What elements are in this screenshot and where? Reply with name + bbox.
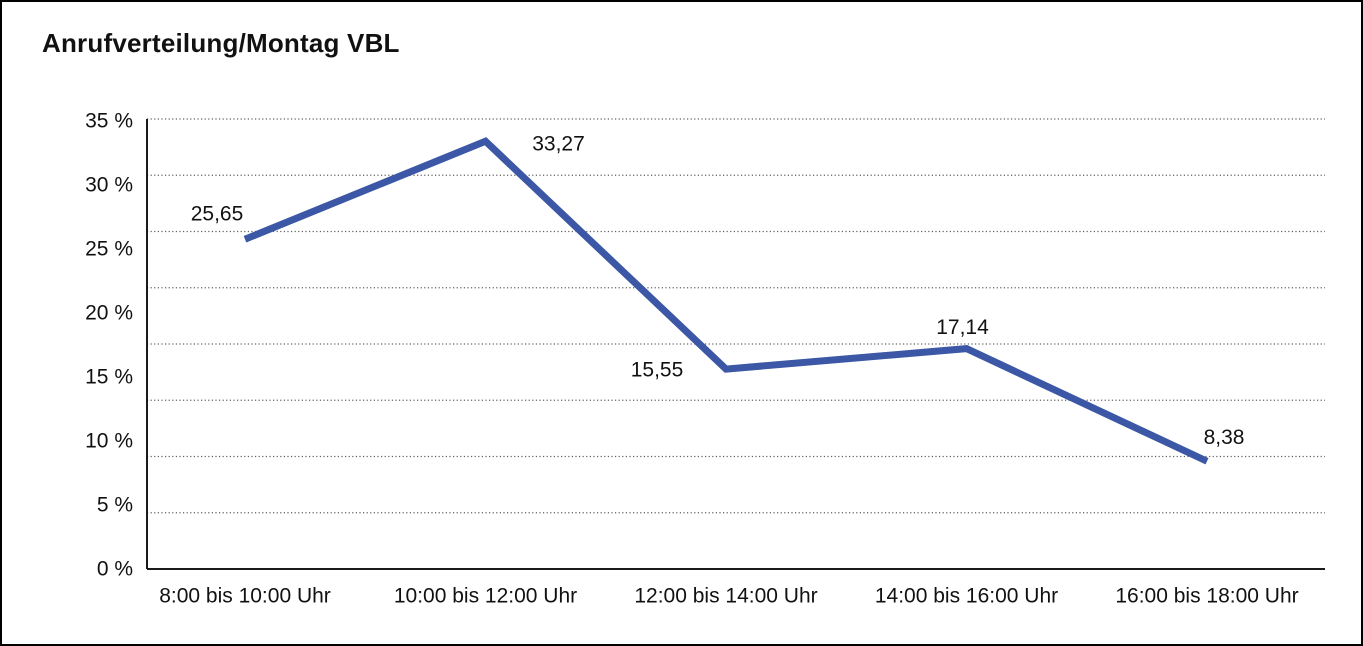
y-tick-label: 35 % [85,110,133,133]
y-tick-label: 30 % [85,174,133,197]
y-tick-label: 10 % [85,430,133,453]
y-tick-label: 25 % [85,238,133,261]
data-point-label: 25,65 [191,203,244,226]
chart-title: Anrufverteilung/Montag VBL [42,28,400,58]
x-tick-label: 16:00 bis 18:00 Uhr [1115,585,1298,608]
y-tick-label: 15 % [85,366,133,389]
data-point-label: 17,14 [936,316,989,339]
y-tick-label: 5 % [97,494,133,517]
y-tick-label: 0 % [97,558,133,581]
data-point-label: 15,55 [631,359,684,382]
data-series-line [243,137,1209,465]
y-tick-label: 20 % [85,302,133,325]
x-tick-label: 10:00 bis 12:00 Uhr [394,585,577,608]
data-point-label: 33,27 [532,133,585,156]
data-point-label: 8,38 [1204,426,1245,449]
x-tick-label: 14:00 bis 16:00 Uhr [875,585,1058,608]
x-tick-label: 8:00 bis 10:00 Uhr [159,585,331,608]
x-tick-label: 12:00 bis 14:00 Uhr [634,585,817,608]
